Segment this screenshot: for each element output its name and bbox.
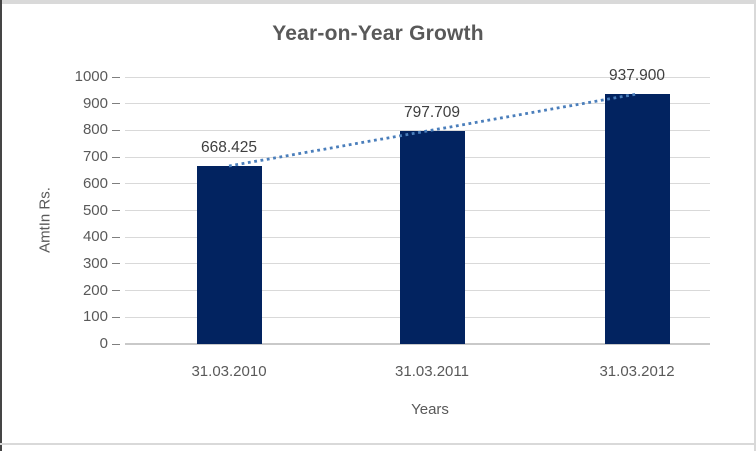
- y-axis-tick: [112, 316, 120, 318]
- y-axis-tick: [112, 76, 120, 78]
- y-tick-label: 0: [99, 335, 108, 352]
- y-axis-title: AmtIn Rs.: [36, 187, 54, 253]
- gridline: [125, 76, 710, 78]
- y-tick-label: 800: [82, 121, 108, 139]
- frame-edge-bottom: [0, 443, 756, 445]
- y-axis-tick: [112, 103, 120, 105]
- bar: [196, 165, 262, 344]
- x-axis-line: [125, 343, 710, 345]
- y-axis-tick: [112, 129, 120, 131]
- y-axis-tick: [112, 343, 120, 345]
- bar-data-label: 797.709: [403, 104, 461, 121]
- y-tick-label: 1000: [74, 68, 108, 85]
- bar: [604, 93, 670, 344]
- y-tick-label: 600: [82, 174, 108, 192]
- y-axis-tick: [112, 210, 120, 211]
- y-tick-label: 500: [82, 201, 108, 219]
- x-axis-title: Years: [411, 401, 449, 418]
- frame-edge-left: [0, 0, 2, 451]
- frame-edge-top: [0, 0, 756, 4]
- y-axis-tick: [112, 156, 120, 158]
- bar: [399, 131, 465, 344]
- y-axis-tick: [112, 263, 120, 265]
- x-category-label: 31.03.2011: [395, 363, 469, 380]
- y-tick-label: 100: [82, 308, 108, 326]
- bar-data-label: 937.900: [608, 66, 666, 84]
- x-category-label: 31.03.2010: [191, 363, 267, 380]
- y-tick-label: 900: [82, 94, 108, 112]
- frame-edge-right: [754, 0, 756, 451]
- y-tick-label: 400: [82, 228, 108, 246]
- x-category-label: 31.03.2012: [599, 363, 675, 380]
- chart-title: Year-on-Year Growth: [272, 22, 484, 45]
- bar-data-label: 668.425: [200, 138, 258, 156]
- y-axis-tick: [112, 236, 120, 238]
- y-axis-tick: [112, 290, 120, 292]
- y-tick-label: 300: [82, 254, 108, 272]
- y-tick-label: 700: [82, 148, 108, 166]
- y-tick-label: 200: [82, 281, 108, 299]
- y-axis-tick: [112, 183, 120, 185]
